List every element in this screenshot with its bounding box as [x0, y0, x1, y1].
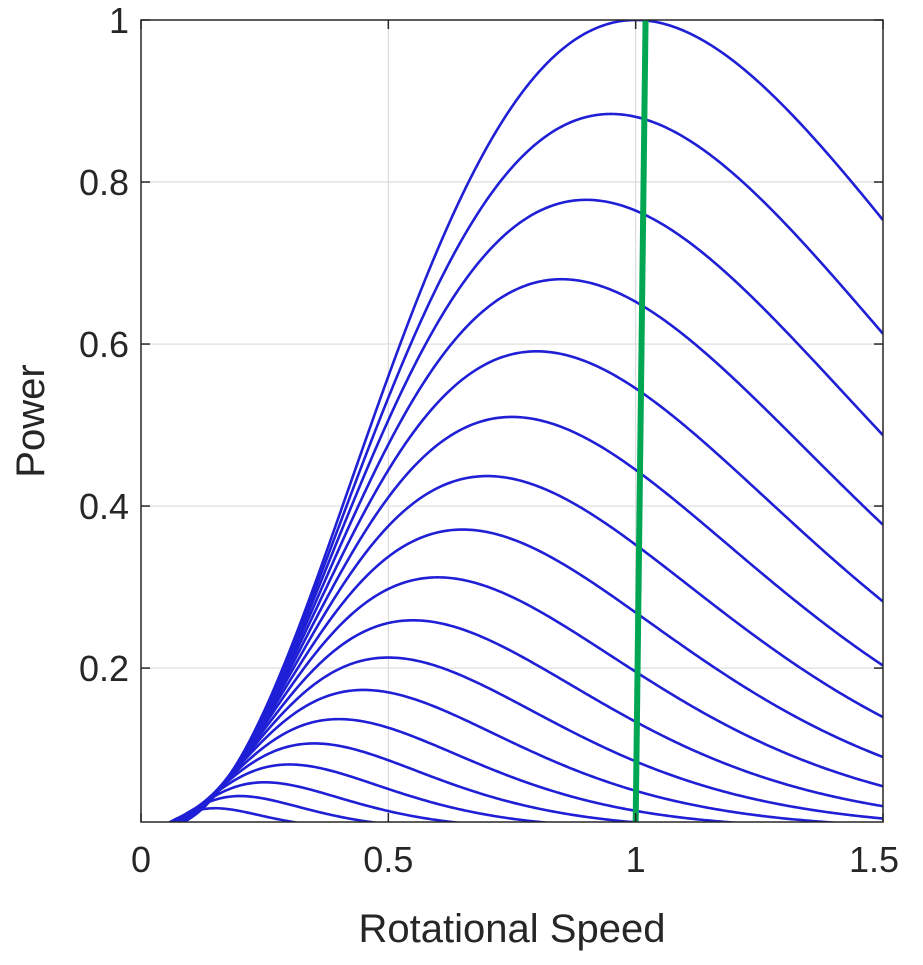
power-curve: [167, 806, 302, 822]
power-curve: [169, 794, 381, 822]
y-tick-label: 0.6: [79, 324, 129, 365]
grid: [141, 20, 883, 822]
operating-line: [632, 20, 649, 822]
power-curve: [177, 618, 883, 822]
x-tick-label: 1: [626, 839, 646, 880]
power-curve: [176, 656, 883, 822]
y-tick-label: 0.8: [79, 162, 129, 203]
power-curve: [173, 742, 647, 822]
plot-area-frame: [140, 19, 884, 823]
power-curve: [180, 112, 883, 822]
power-curve: [174, 717, 744, 822]
power-curve: [171, 781, 464, 822]
x-tick-label: 0: [131, 839, 151, 880]
power-curve: [175, 688, 845, 822]
y-tick-label: 0.2: [79, 648, 129, 689]
y-tick-label: 1: [109, 0, 129, 41]
power-curve: [172, 763, 554, 822]
y-tick-label: 0.4: [79, 486, 129, 527]
y-axis-label: Power: [9, 364, 53, 477]
operating-line-series: [632, 20, 649, 822]
power-curve: [177, 576, 883, 822]
power-curves: [167, 20, 883, 822]
tick-labels: 0 0.5 1 1.5 0.2 0.4 0.6 0.8 1: [79, 0, 899, 880]
power-curve: [178, 528, 883, 822]
power-curve: [180, 20, 883, 822]
x-tick-label: 0.5: [363, 839, 413, 880]
x-tick-label: 1.5: [849, 839, 899, 880]
power-curve: [178, 474, 883, 822]
axis-ticks: [140, 19, 884, 822]
x-axis-label: Rotational Speed: [359, 907, 666, 951]
